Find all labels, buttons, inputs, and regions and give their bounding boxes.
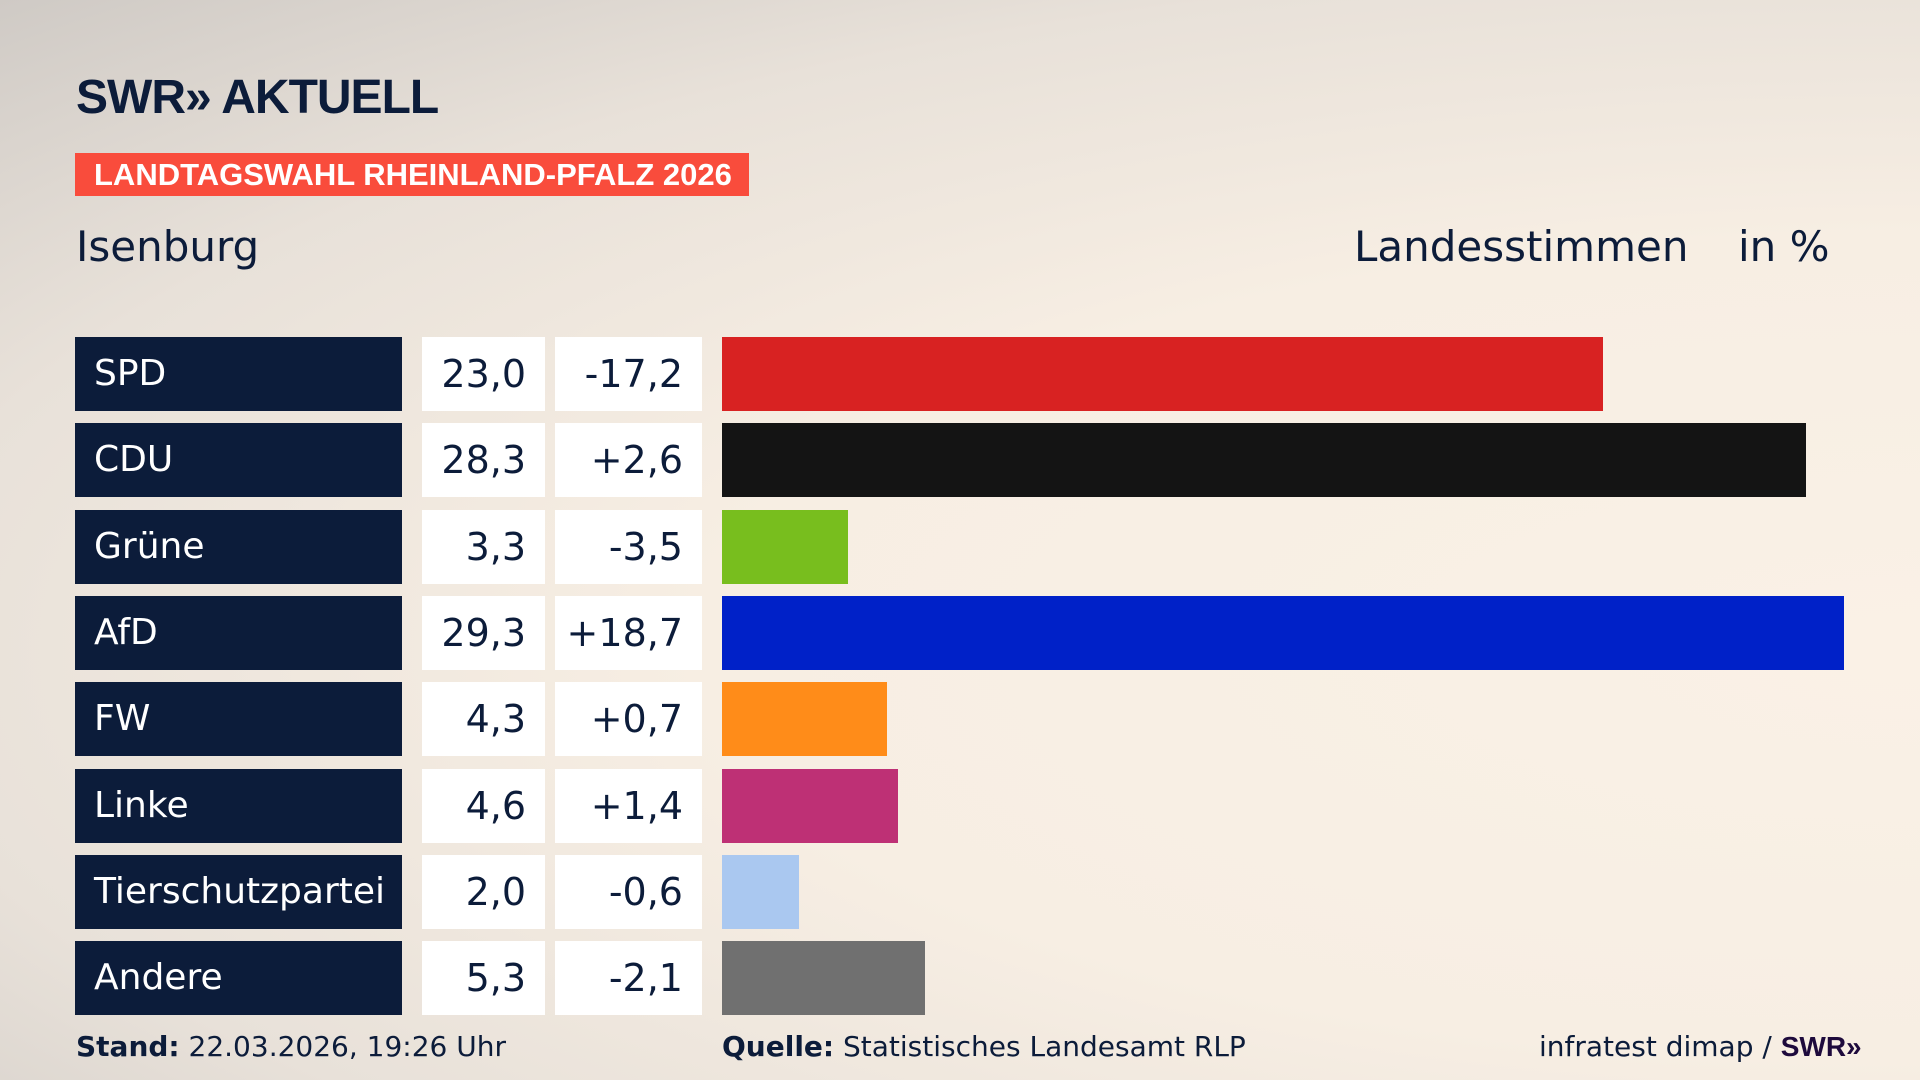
election-banner: LANDTAGSWAHL RHEINLAND-PFALZ 2026 <box>75 153 749 196</box>
result-row: AfD 29,3 +18,7 <box>0 595 1920 670</box>
diff-label: -17,2 <box>555 337 702 411</box>
stand-value: 22.03.2026, 19:26 Uhr <box>188 1030 506 1063</box>
party-label: Grüne <box>75 509 402 584</box>
region-title: Isenburg <box>76 222 260 271</box>
diff-label: +18,7 <box>555 595 702 670</box>
swr-aktuell-logo: SWR» AKTUELL <box>76 71 439 124</box>
source-label: Quelle: <box>722 1030 835 1063</box>
result-row: Andere 5,3 -2,1 <box>0 941 1920 1016</box>
credit: infratest dimap / SWR» <box>1539 1030 1862 1063</box>
diff-label: +2,6 <box>555 423 702 498</box>
party-label: AfD <box>75 595 402 670</box>
value-label: 23,0 <box>422 337 545 411</box>
swr-logo: SWR» <box>1780 1031 1862 1062</box>
bar-afd <box>722 595 1844 670</box>
source: Quelle: Statistisches Landesamt RLP <box>722 1030 1246 1063</box>
value-label: 5,3 <box>422 941 545 1016</box>
diff-label: -3,5 <box>555 509 702 584</box>
result-row: FW 4,3 +0,7 <box>0 682 1920 757</box>
result-row: CDU 28,3 +2,6 <box>0 423 1920 498</box>
party-label: CDU <box>75 423 402 498</box>
party-label: Linke <box>75 768 402 843</box>
party-label: SPD <box>75 337 402 411</box>
metric-label: Landesstimmen <box>1354 222 1689 271</box>
stand-label: Stand: <box>76 1030 180 1063</box>
value-label: 2,0 <box>422 854 545 929</box>
bar-linke <box>722 768 899 843</box>
diff-label: +1,4 <box>555 768 702 843</box>
bar-tierschutzpartei <box>722 854 799 929</box>
value-label: 29,3 <box>422 595 545 670</box>
diff-label: -2,1 <box>555 941 702 1016</box>
result-row: Tierschutzpartei 2,0 -0,6 <box>0 854 1920 929</box>
diff-label: +0,7 <box>555 682 702 757</box>
party-label: Tierschutzpartei <box>75 854 402 929</box>
party-label: Andere <box>75 941 402 1016</box>
result-row: Grüne 3,3 -3,5 <box>0 509 1920 584</box>
bar-fw <box>722 682 887 757</box>
timestamp: Stand: 22.03.2026, 19:26 Uhr <box>76 1030 506 1063</box>
bar-grüne <box>722 509 849 584</box>
bar-cdu <box>722 423 1806 498</box>
value-label: 28,3 <box>422 423 545 498</box>
credit-text: infratest dimap / <box>1539 1030 1772 1063</box>
party-label: FW <box>75 682 402 757</box>
bar-andere <box>722 941 925 1016</box>
source-value: Statistisches Landesamt RLP <box>843 1030 1246 1063</box>
value-label: 4,6 <box>422 768 545 843</box>
value-label: 3,3 <box>422 509 545 584</box>
value-label: 4,3 <box>422 682 545 757</box>
bar-spd <box>722 337 1603 411</box>
result-row: SPD 23,0 -17,2 <box>0 337 1920 411</box>
result-row: Linke 4,6 +1,4 <box>0 768 1920 843</box>
diff-label: -0,6 <box>555 854 702 929</box>
unit-label: in % <box>1738 222 1830 271</box>
